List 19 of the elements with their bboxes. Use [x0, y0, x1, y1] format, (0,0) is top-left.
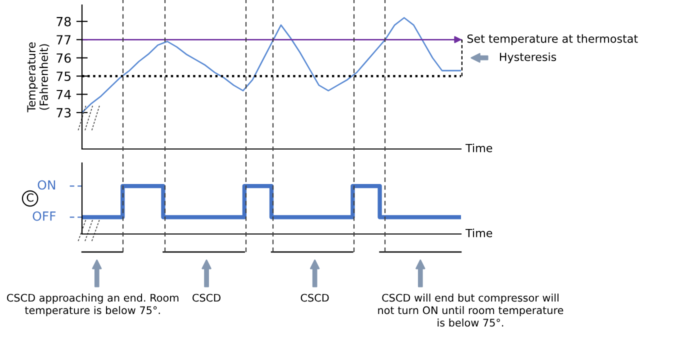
ref-line-label: Set temperature at thermostat — [467, 34, 638, 46]
y-tick-label: 75 — [56, 72, 70, 82]
y-tick-label: 76 — [56, 53, 71, 63]
text: Hysteresis — [500, 52, 556, 64]
y-axis-title: Temperature (Fahrenheit) — [27, 42, 50, 112]
y-tick-label: 73 — [56, 108, 71, 118]
y-axis-title: C — [26, 193, 34, 202]
text: CSCD — [300, 294, 329, 302]
y-tick-label: 78 — [56, 16, 71, 26]
text: ON — [38, 180, 56, 190]
line-series — [82, 17, 461, 114]
text: CSCD approaching an end. Room temperature is below 75°. — [6, 294, 178, 316]
y-tick-label: 77 — [56, 35, 71, 44]
text: OFF — [32, 211, 56, 221]
text: CSCD will end but compressor will not turn ON until room temperature is below 75°. — [378, 294, 564, 327]
x-axis-title: Time — [466, 228, 492, 238]
x-axis-title: Time — [466, 144, 492, 152]
text: CSCD — [192, 294, 220, 302]
y-tick-label: 74 — [56, 90, 71, 100]
